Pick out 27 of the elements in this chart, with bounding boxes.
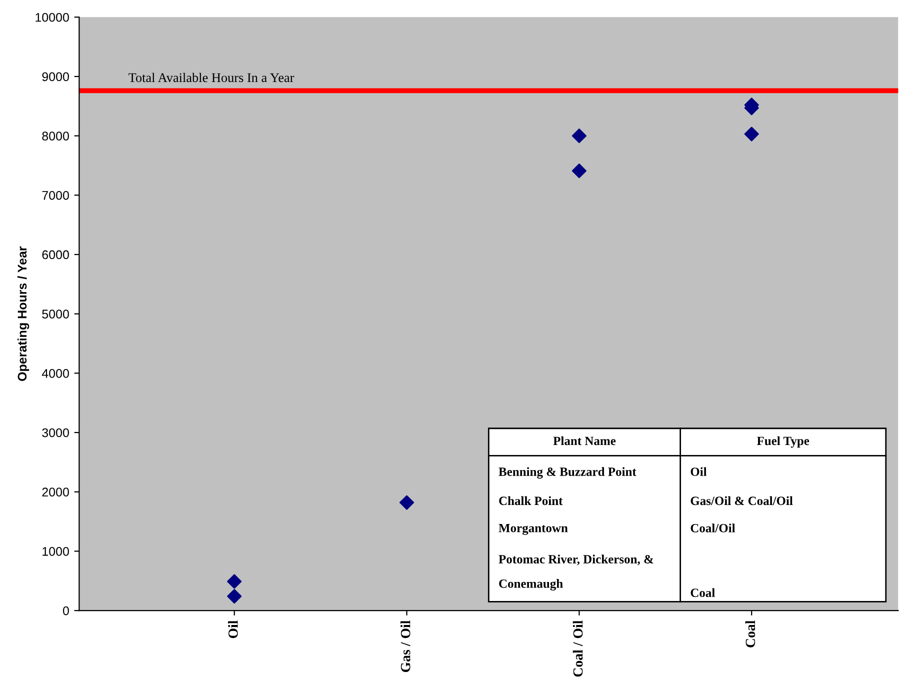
y-tick-label: 10000 bbox=[36, 12, 69, 22]
x-tick-label: Gas / Oil bbox=[400, 620, 410, 672]
annotation: Potomac River, Dickerson, & Conemaugh bbox=[498, 554, 654, 590]
annotation: Fuel Type bbox=[756, 436, 810, 448]
y-tick-label: 4000 bbox=[42, 368, 69, 378]
x-tick-label: Coal bbox=[745, 620, 756, 648]
annotation: Benning & Buzzard Point bbox=[498, 467, 636, 479]
ref-line-label: Total Available Hours In a Year bbox=[128, 72, 294, 82]
y-axis-title: Operating Hours / Year bbox=[17, 246, 30, 381]
annotation: Coal/Oil bbox=[690, 524, 736, 532]
y-tick-label: 3000 bbox=[42, 428, 69, 438]
y-tick-label: 8000 bbox=[42, 132, 69, 140]
x-tick-label: Oil bbox=[228, 620, 238, 638]
annotation: Chalk Point bbox=[499, 496, 563, 506]
annotation: Morgantown bbox=[498, 524, 568, 535]
y-tick-label: 2000 bbox=[42, 488, 69, 497]
annotation: Oil bbox=[690, 467, 707, 476]
y-tick-label: 5000 bbox=[42, 310, 69, 318]
annotation: Plant Name bbox=[553, 436, 616, 446]
y-tick-label: 7000 bbox=[42, 190, 69, 200]
annotation: Gas/Oil & Coal/Oil bbox=[690, 496, 793, 506]
x-tick-label: Coal / Oil bbox=[572, 620, 583, 677]
y-tick-label: 0 bbox=[62, 606, 69, 616]
y-tick-label: 9000 bbox=[42, 72, 69, 82]
annotation: Coal bbox=[690, 588, 715, 598]
y-tick-label: 6000 bbox=[42, 250, 69, 260]
y-tick-label: 1000 bbox=[42, 547, 69, 556]
